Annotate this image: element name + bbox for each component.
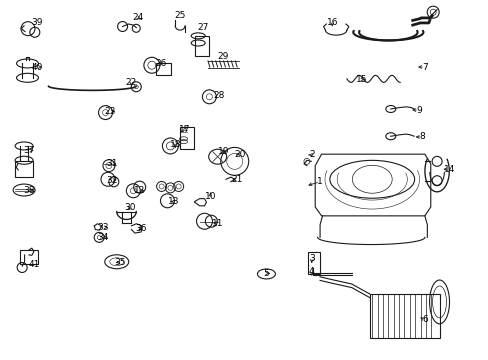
Text: 16: 16 [326,18,337,27]
Bar [180,127,194,149]
Text: 3: 3 [308,255,314,264]
Text: 35: 35 [114,258,125,267]
Text: 41: 41 [28,260,40,269]
Text: 17: 17 [179,125,190,134]
Bar [307,252,319,274]
Text: 8: 8 [419,132,425,141]
Text: 33: 33 [97,223,109,232]
Bar [15,161,33,177]
Text: 36: 36 [135,224,146,233]
Text: 29: 29 [216,52,228,61]
Text: 24: 24 [132,13,143,22]
Text: 23: 23 [104,107,116,116]
Text: 14: 14 [443,165,454,174]
Bar [156,63,170,75]
Text: 28: 28 [213,91,224,100]
Text: 21: 21 [231,175,243,184]
Text: 7: 7 [421,63,427,72]
Text: 38: 38 [23,185,35,194]
Text: 6: 6 [421,315,427,324]
Text: 18: 18 [169,140,181,149]
Text: 1: 1 [317,177,322,186]
Text: 22: 22 [125,78,137,87]
Text: 39: 39 [31,18,43,27]
Bar [369,294,439,338]
Text: 13: 13 [168,197,179,206]
Text: 9: 9 [415,105,421,114]
Text: 37: 37 [23,146,35,155]
Text: 4: 4 [308,267,314,276]
Text: 20: 20 [233,150,245,159]
Text: 15: 15 [355,75,366,84]
Text: 30: 30 [124,203,135,212]
Text: 12: 12 [134,186,145,195]
Bar [20,250,38,264]
Text: 40: 40 [32,63,43,72]
Text: 25: 25 [174,11,185,20]
Text: 10: 10 [204,192,216,201]
Text: 2: 2 [308,150,314,159]
Text: 26: 26 [155,59,166,68]
Bar [194,36,208,56]
Text: 11: 11 [211,219,223,228]
Text: 27: 27 [197,23,208,32]
Text: 32: 32 [106,176,117,185]
Text: 5: 5 [263,269,269,278]
Text: 31: 31 [106,159,118,168]
Text: 34: 34 [97,233,108,242]
Text: 19: 19 [218,147,229,156]
